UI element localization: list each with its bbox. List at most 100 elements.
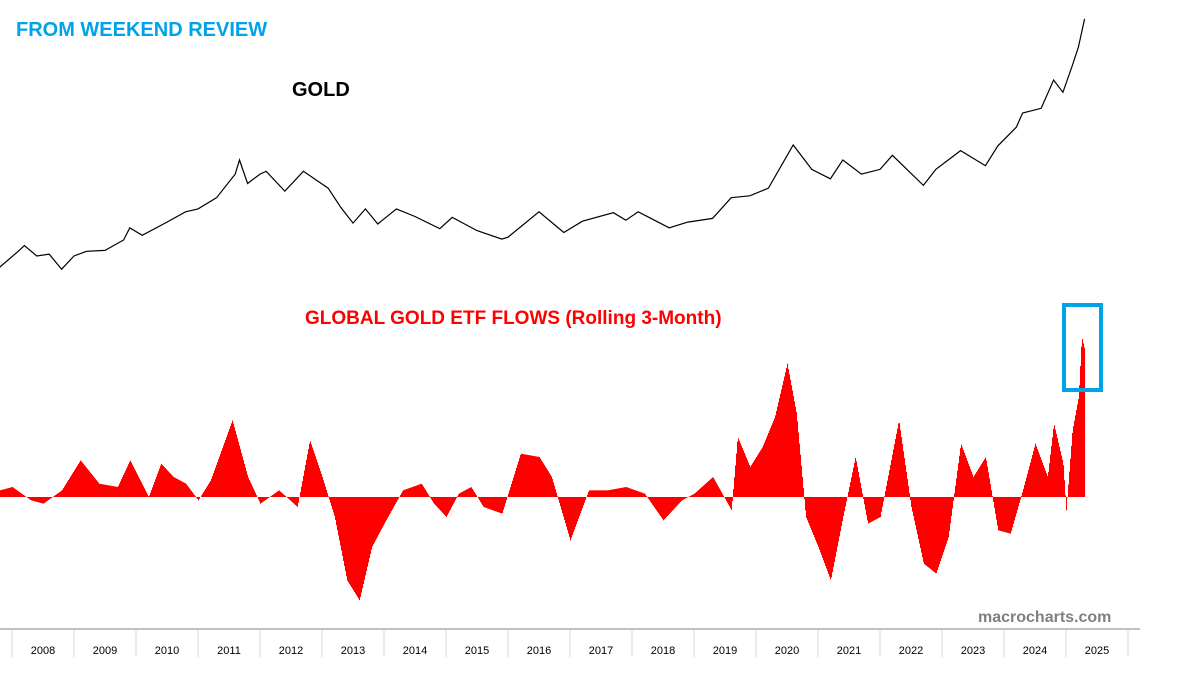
- flow-bar: [599, 490, 601, 497]
- flow-bar: [247, 474, 249, 497]
- flow-bar: [801, 465, 803, 497]
- flow-bar: [88, 470, 90, 497]
- flow-bar: [166, 469, 168, 497]
- flow-bar: [765, 440, 767, 497]
- flow-bar: [854, 462, 856, 497]
- flow-bar: [55, 495, 57, 497]
- flow-bar: [62, 489, 64, 497]
- flow-bar: [1066, 497, 1068, 511]
- flow-bar: [588, 491, 590, 497]
- flow-bar: [712, 477, 714, 497]
- flow-bar: [668, 497, 670, 515]
- flow-bar: [246, 471, 248, 497]
- flow-bar: [241, 452, 243, 497]
- flow-bar: [372, 497, 374, 547]
- flow-bar: [711, 478, 713, 497]
- flow-bar: [821, 497, 823, 556]
- flow-bar: [590, 490, 592, 497]
- flow-bar: [736, 453, 738, 497]
- flow-bar: [424, 488, 426, 497]
- flow-bar: [487, 497, 489, 509]
- flow-bar: [1046, 473, 1048, 497]
- flow-bar: [508, 493, 510, 497]
- flow-bar: [204, 490, 206, 497]
- flow-bar: [530, 455, 532, 497]
- flow-bar: [625, 487, 627, 497]
- flow-bar: [738, 438, 740, 497]
- flow-bar: [815, 497, 817, 540]
- flow-bar: [397, 497, 399, 501]
- flow-bar: [376, 497, 378, 539]
- flow-bar: [283, 494, 285, 497]
- flow-bar: [177, 479, 179, 497]
- flow-bar: [939, 497, 941, 565]
- flow-bar: [143, 486, 145, 497]
- flow-bar: [94, 477, 96, 497]
- flow-bar: [841, 497, 843, 527]
- flow-bar: [70, 476, 72, 497]
- flow-bar: [178, 479, 180, 497]
- flow-bar: [995, 497, 997, 514]
- flow-bar: [933, 497, 935, 572]
- flow-bar: [792, 390, 794, 497]
- flow-bar: [436, 497, 438, 507]
- flow-bar: [493, 497, 495, 511]
- flow-bar: [80, 460, 82, 497]
- flow-bar: [715, 481, 717, 497]
- flow-bar: [445, 497, 447, 516]
- flow-bar: [276, 492, 278, 497]
- flow-bar: [38, 497, 40, 503]
- flow-bar: [205, 489, 207, 497]
- flow-bar: [624, 487, 626, 497]
- flow-bar: [813, 497, 815, 535]
- flow-bar: [1061, 455, 1063, 497]
- flow-bar: [20, 492, 22, 497]
- flow-bar: [150, 492, 152, 497]
- flow-bar: [305, 465, 307, 497]
- flow-bar: [622, 487, 624, 497]
- x-tick-label: 2022: [899, 645, 923, 657]
- flow-bar: [926, 497, 928, 566]
- flow-bar: [797, 421, 799, 497]
- flow-bar: [217, 462, 219, 497]
- flow-bar: [458, 494, 460, 497]
- flow-bar: [202, 493, 204, 497]
- flow-bar: [1024, 485, 1026, 497]
- flow-bar: [892, 454, 894, 497]
- flow-bar: [365, 497, 367, 576]
- flow-bar: [400, 494, 402, 497]
- flow-bar: [806, 497, 808, 518]
- flow-bar: [141, 482, 143, 497]
- flow-bar: [529, 455, 531, 497]
- flow-bar: [191, 490, 193, 497]
- flow-bar: [345, 497, 347, 572]
- flow-bar: [689, 496, 691, 497]
- flow-bar: [857, 466, 859, 497]
- flow-bar: [749, 465, 751, 497]
- flow-bar: [860, 482, 862, 497]
- flow-bar: [641, 492, 643, 497]
- flow-bar: [952, 497, 954, 509]
- flow-bar: [557, 496, 559, 497]
- flow-bar: [301, 486, 303, 497]
- flow-bar: [515, 471, 517, 497]
- flow-bar: [58, 492, 60, 497]
- flow-bar: [758, 453, 760, 497]
- flow-bar: [317, 462, 319, 497]
- flow-bar: [98, 482, 100, 497]
- flow-bar: [908, 486, 910, 497]
- flow-bar: [410, 487, 412, 497]
- flow-bar: [572, 497, 574, 535]
- flow-bar: [1073, 426, 1075, 497]
- flow-bar: [955, 485, 957, 497]
- flow-bar: [924, 497, 926, 565]
- flow-bar: [165, 468, 167, 497]
- flow-bar: [579, 497, 581, 517]
- flow-bar: [775, 415, 777, 497]
- flow-bar: [360, 497, 362, 597]
- flow-bar: [1021, 495, 1023, 497]
- flow-bar: [1019, 497, 1021, 503]
- flow-bar: [737, 441, 739, 497]
- flow-bar: [722, 493, 724, 497]
- flow-bar: [227, 434, 229, 497]
